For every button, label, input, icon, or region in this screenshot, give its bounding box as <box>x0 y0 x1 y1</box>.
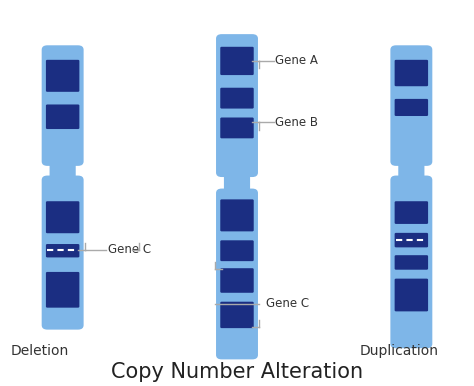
Ellipse shape <box>226 187 248 199</box>
Ellipse shape <box>52 156 73 167</box>
Text: Duplication: Duplication <box>359 344 438 358</box>
FancyBboxPatch shape <box>46 272 79 308</box>
Ellipse shape <box>401 156 422 167</box>
FancyBboxPatch shape <box>216 189 258 359</box>
Text: Gene B: Gene B <box>275 116 318 129</box>
FancyBboxPatch shape <box>398 159 424 182</box>
FancyBboxPatch shape <box>220 199 254 231</box>
FancyBboxPatch shape <box>42 45 83 166</box>
FancyBboxPatch shape <box>46 60 79 92</box>
FancyBboxPatch shape <box>220 117 254 138</box>
FancyBboxPatch shape <box>46 244 79 257</box>
FancyBboxPatch shape <box>42 176 83 330</box>
FancyBboxPatch shape <box>50 159 76 182</box>
Text: Gene A: Gene A <box>275 54 318 68</box>
Ellipse shape <box>401 174 422 186</box>
FancyBboxPatch shape <box>220 302 254 328</box>
FancyBboxPatch shape <box>395 233 428 247</box>
FancyBboxPatch shape <box>395 279 428 312</box>
FancyBboxPatch shape <box>216 34 258 177</box>
FancyBboxPatch shape <box>220 47 254 75</box>
Ellipse shape <box>226 166 248 179</box>
FancyBboxPatch shape <box>220 88 254 108</box>
FancyBboxPatch shape <box>224 171 250 195</box>
FancyBboxPatch shape <box>395 99 428 116</box>
Text: Gene C: Gene C <box>266 297 310 310</box>
FancyBboxPatch shape <box>220 268 254 293</box>
Text: Deletion: Deletion <box>11 344 69 358</box>
FancyBboxPatch shape <box>391 45 432 166</box>
Text: Gene C: Gene C <box>108 244 151 256</box>
FancyBboxPatch shape <box>391 176 432 348</box>
FancyBboxPatch shape <box>46 201 79 233</box>
FancyBboxPatch shape <box>220 240 254 261</box>
FancyBboxPatch shape <box>395 255 428 270</box>
FancyBboxPatch shape <box>46 105 79 129</box>
Text: Copy Number Alteration: Copy Number Alteration <box>111 362 363 383</box>
Ellipse shape <box>52 174 73 186</box>
FancyBboxPatch shape <box>395 201 428 224</box>
FancyBboxPatch shape <box>395 60 428 86</box>
